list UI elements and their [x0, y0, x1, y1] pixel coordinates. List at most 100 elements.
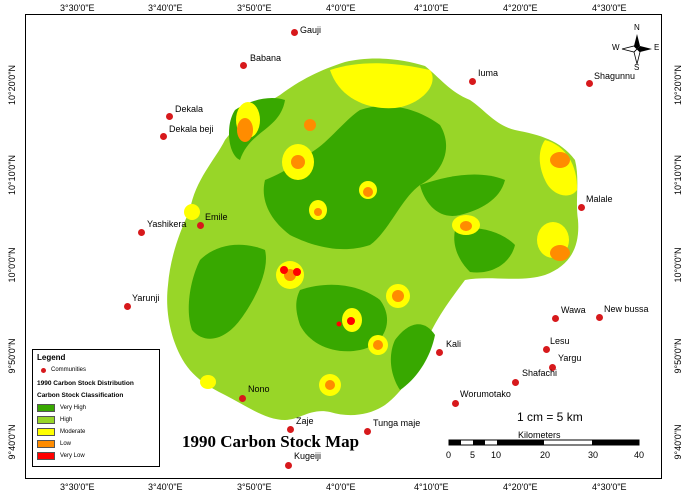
legend-swatch — [37, 452, 55, 460]
south-label: S — [634, 63, 640, 72]
longitude-tick: 4°0'0"E — [326, 482, 356, 492]
scale-unit: Kilometers — [518, 430, 561, 440]
community-label: Shafachi — [522, 368, 558, 378]
community-label: Iuma — [478, 68, 499, 78]
community-marker[interactable] — [552, 315, 559, 322]
west-label: W — [612, 43, 620, 52]
longitude-tick: 4°30'0"E — [592, 482, 627, 492]
community-marker[interactable] — [549, 364, 556, 371]
longitude-tick: 3°30'0"E — [60, 482, 95, 492]
community-marker[interactable] — [166, 113, 173, 120]
longitude-tick: 3°40'0"E — [148, 3, 183, 13]
legend-swatch — [37, 440, 55, 448]
community-label: Worumotako — [460, 389, 511, 399]
community-marker[interactable] — [240, 62, 247, 69]
latitude-tick: 10°10'0"N — [673, 154, 683, 196]
latitude-tick: 10°0'0"N — [7, 247, 17, 283]
scale-ratio: 1 cm = 5 km — [517, 410, 583, 424]
community-marker[interactable] — [197, 222, 204, 229]
longitude-tick: 3°40'0"E — [148, 482, 183, 492]
community-label: Kugeiji — [294, 451, 322, 461]
community-marker[interactable] — [512, 379, 519, 386]
map-title: 1990 Carbon Stock Map — [182, 432, 360, 451]
legend-class-label: Very High — [60, 405, 87, 411]
community-marker[interactable] — [291, 29, 298, 36]
community-label: Yarunji — [132, 293, 160, 303]
community-label: Wawa — [561, 305, 586, 315]
latitude-tick: 9°40'0"N — [673, 424, 683, 460]
community-marker[interactable] — [596, 314, 603, 321]
legend-title: Legend — [37, 353, 66, 362]
longitude-tick: 4°10'0"E — [414, 482, 449, 492]
community-label: Yargu — [558, 353, 582, 363]
community-marker[interactable] — [586, 80, 593, 87]
latitude-tick: 9°40'0"N — [7, 424, 17, 460]
community-marker[interactable] — [578, 204, 585, 211]
community-marker[interactable] — [436, 349, 443, 356]
longitude-tick: 4°30'0"E — [592, 3, 627, 13]
longitude-tick: 4°20'0"E — [503, 482, 538, 492]
community-marker[interactable] — [138, 229, 145, 236]
legend-class-label: Moderate — [60, 429, 86, 435]
legend-class-row: Moderate — [37, 428, 85, 436]
community-label: Kali — [446, 339, 462, 349]
community-marker-icon — [41, 367, 46, 373]
community-label: Emile — [205, 212, 228, 222]
community-marker[interactable] — [469, 78, 476, 85]
legend-class-row: Low — [37, 440, 71, 448]
community-label: Nono — [248, 384, 270, 394]
legend-swatch — [37, 404, 55, 412]
legend-classification-title: Carbon Stock Classification — [37, 392, 124, 399]
community-marker[interactable] — [285, 462, 292, 469]
community-label: Shagunnu — [594, 71, 636, 81]
longitude-tick: 3°50'0"E — [237, 3, 272, 13]
legend-class-row: Very High — [37, 404, 86, 412]
latitude-tick: 10°20'0"N — [673, 64, 683, 106]
latitude-tick: 9°50'0"N — [7, 338, 17, 374]
community-marker[interactable] — [160, 133, 167, 140]
scale-number: 40 — [634, 450, 645, 460]
community-label: Babana — [250, 53, 282, 63]
legend-distribution-title: 1990 Carbon Stock Distribution — [37, 380, 134, 387]
legend-class-label: Very Low — [60, 453, 85, 459]
latitude-tick: 10°20'0"N — [7, 64, 17, 106]
scale-number: 20 — [540, 450, 551, 460]
longitude-tick: 3°30'0"E — [60, 3, 95, 13]
legend: Legend Communities 1990 Carbon Stock Dis… — [32, 349, 160, 467]
legend-class-row: Very Low — [37, 452, 85, 460]
community-label: Tunga maje — [373, 418, 421, 428]
legend-communities-label: Communities — [51, 367, 87, 373]
legend-class-row: High — [37, 416, 72, 424]
north-arrow-icon: N S E W — [612, 23, 660, 72]
longitude-tick: 4°10'0"E — [414, 3, 449, 13]
scale-number: 5 — [470, 450, 476, 460]
community-marker[interactable] — [452, 400, 459, 407]
east-label: E — [654, 43, 660, 52]
legend-class-label: Low — [60, 441, 72, 447]
legend-swatch — [37, 428, 55, 436]
scale-number: 0 — [446, 450, 452, 460]
community-label: Dekala beji — [169, 124, 214, 134]
longitude-tick: 3°50'0"E — [237, 482, 272, 492]
legend-communities: Communities — [41, 367, 86, 373]
latitude-tick: 10°10'0"N — [7, 154, 17, 196]
legend-class-label: High — [60, 417, 73, 423]
longitude-tick: 4°20'0"E — [503, 3, 538, 13]
community-label: Zaje — [296, 416, 314, 426]
community-label: Malale — [586, 194, 613, 204]
community-marker[interactable] — [364, 428, 371, 435]
community-label: New bussa — [604, 304, 649, 314]
community-label: Dekala — [175, 104, 204, 114]
community-marker[interactable] — [239, 395, 246, 402]
scale-number: 30 — [588, 450, 599, 460]
community-marker[interactable] — [124, 303, 131, 310]
latitude-tick: 10°0'0"N — [673, 247, 683, 283]
community-marker[interactable] — [287, 426, 294, 433]
community-marker[interactable] — [543, 346, 550, 353]
community-label: Gauji — [300, 25, 322, 35]
legend-swatch — [37, 416, 55, 424]
longitude-tick: 4°0'0"E — [326, 3, 356, 13]
latitude-tick: 9°50'0"N — [673, 338, 683, 374]
north-label: N — [634, 23, 640, 32]
